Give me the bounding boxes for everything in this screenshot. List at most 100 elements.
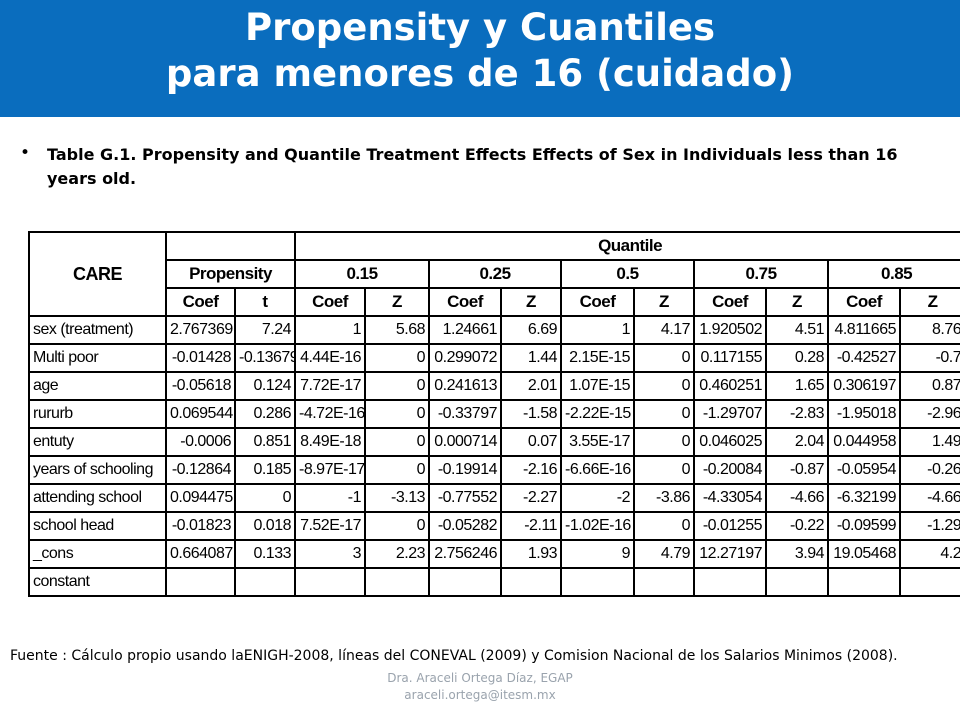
table-cell: 2.04	[765, 427, 829, 457]
table-cell: 0.133	[234, 539, 296, 569]
table-cell: 0.28	[765, 343, 829, 373]
group-header-q075: 0.75	[693, 259, 829, 289]
table-cell: 4.17	[633, 315, 695, 345]
row-label: age	[28, 371, 167, 401]
table-cell: 19.05468	[827, 539, 901, 569]
table-cell: 4.44E-16	[294, 343, 366, 373]
table-cell: 1.24661	[428, 315, 502, 345]
table-row: age -0.05618 0.124 7.72E-17 0 0.241613 2.01 1.0…	[28, 371, 960, 401]
table-cell: 4.51	[765, 315, 829, 345]
table-cell: -2.96	[898, 399, 960, 429]
row-label: rururb	[28, 399, 167, 429]
table-cell: 1.44	[500, 343, 562, 373]
table-cell	[765, 567, 829, 597]
quantile-header: Quantile	[293, 231, 960, 261]
subheader-cell: Coef	[560, 287, 635, 317]
table-cell: -0.19914	[428, 455, 502, 485]
table-cell: 0.000714	[428, 427, 502, 457]
table-cell: -0.26	[898, 455, 960, 485]
author-email: araceli.ortega@itesm.mx	[404, 688, 556, 702]
table-cell: -2.11	[500, 511, 562, 541]
table-cell: -0.05618	[165, 371, 236, 401]
table-cell: 0	[633, 399, 695, 429]
group-header-propensity: Propensity	[165, 259, 296, 289]
subheader-cell: Coef	[294, 287, 366, 317]
table-cell	[898, 567, 960, 597]
table-cell: 1.07E-15	[560, 371, 635, 401]
slide-title-line-1: Propensity y Cuantiles	[244, 6, 716, 49]
bullet-marker: •	[20, 143, 31, 163]
table-cell: 0	[364, 455, 430, 485]
row-label: entuty	[28, 427, 167, 457]
table-cell	[294, 567, 366, 597]
table-cell	[500, 567, 562, 597]
subheader-cell: Coef	[827, 287, 901, 317]
table-cell: 7.24	[234, 315, 296, 345]
table-cell: 1.920502	[693, 315, 767, 345]
table-cell: 0	[364, 343, 430, 373]
table-cell: -6.66E-16	[560, 455, 635, 485]
subheader-cell: Coef	[693, 287, 767, 317]
table-cell: 0.124	[234, 371, 296, 401]
table-cell: 2.01	[500, 371, 562, 401]
row-label: school head	[28, 511, 167, 541]
table-cell: -1.95018	[827, 399, 901, 429]
table-cell	[234, 567, 296, 597]
table-cell: 0.241613	[428, 371, 502, 401]
table-cell: 0.185	[234, 455, 296, 485]
subheader-cell: t	[234, 287, 296, 317]
table-cell: 3.55E-17	[560, 427, 635, 457]
table-cell: -2.16	[500, 455, 562, 485]
table-row: rururb 0.069544 0.286 -4.72E-16 0 -0.33797 -1.…	[28, 399, 960, 429]
table-cell	[827, 567, 901, 597]
table-cell: -2	[560, 483, 635, 513]
author-name: Dra. Araceli Ortega Díaz, EGAP	[387, 671, 573, 685]
group-header-q015: 0.15	[294, 259, 430, 289]
table-cell: -4.66	[898, 483, 960, 513]
table-cell: 0	[364, 371, 430, 401]
table-cell: -0.12864	[165, 455, 236, 485]
table-cell: -2.22E-15	[560, 399, 635, 429]
table-cell: -3.86	[633, 483, 695, 513]
table-cell: -0.42527	[827, 343, 901, 373]
table-cell: -0.87	[765, 455, 829, 485]
table-row: Multi poor -0.01428 -0.13679 4.44E-16 0 0.299…	[28, 343, 960, 373]
table-cell: 0.07	[500, 427, 562, 457]
subheader-cell: Z	[898, 287, 960, 317]
table-cell: 0	[234, 483, 296, 513]
subheader-row: Coef t Coef Z Coef Z Coef Z Coef Z Coef Z	[29, 287, 960, 317]
table-cell: -1	[294, 483, 366, 513]
table-cell: 0.664087	[165, 539, 236, 569]
table-row: entuty -0.0006 0.851 8.49E-18 0 0.000714 0.07 3…	[28, 427, 960, 457]
table-cell: -0.05282	[428, 511, 502, 541]
table-cell: 0	[633, 371, 695, 401]
author-credit: Dra. Araceli Ortega Díaz, EGAP araceli.o…	[0, 670, 960, 704]
group-header-q025: 0.25	[428, 259, 562, 289]
row-label: attending school	[28, 483, 167, 513]
table-cell: 0	[633, 343, 695, 373]
table-cell: 0.299072	[428, 343, 502, 373]
table-cell: 7.52E-17	[294, 511, 366, 541]
row-label: Multi poor	[28, 343, 167, 373]
table-row: school head -0.01823 0.018 7.52E-17 0 -0.0528…	[28, 511, 960, 541]
group-header-q085: 0.85	[826, 259, 960, 289]
table-cell: 0.046025	[693, 427, 767, 457]
table-cell: 0	[364, 427, 430, 457]
table-row: years of schooling -0.12864 0.185 -8.97E-17…	[28, 455, 960, 485]
table-cell	[633, 567, 695, 597]
table-cell: 2.756246	[428, 539, 502, 569]
table-cell	[364, 567, 430, 597]
table-cell: -2.83	[765, 399, 829, 429]
table-cell: 9	[560, 539, 635, 569]
header-blank-cell	[165, 231, 296, 261]
table-cell: -0.01255	[693, 511, 767, 541]
table-cell: 0	[633, 455, 695, 485]
table-cell: -8.97E-17	[294, 455, 366, 485]
subheader-cell: Z	[500, 287, 562, 317]
row-label: years of schooling	[28, 455, 167, 485]
table-cell: 1	[294, 315, 366, 345]
subheader-cell: Z	[364, 287, 430, 317]
table-row: _cons 0.664087 0.133 3 2.23 2.756246 1.93 9 4.79…	[28, 539, 960, 569]
table-cell: 1.93	[500, 539, 562, 569]
table-cell: -1.29	[898, 511, 960, 541]
